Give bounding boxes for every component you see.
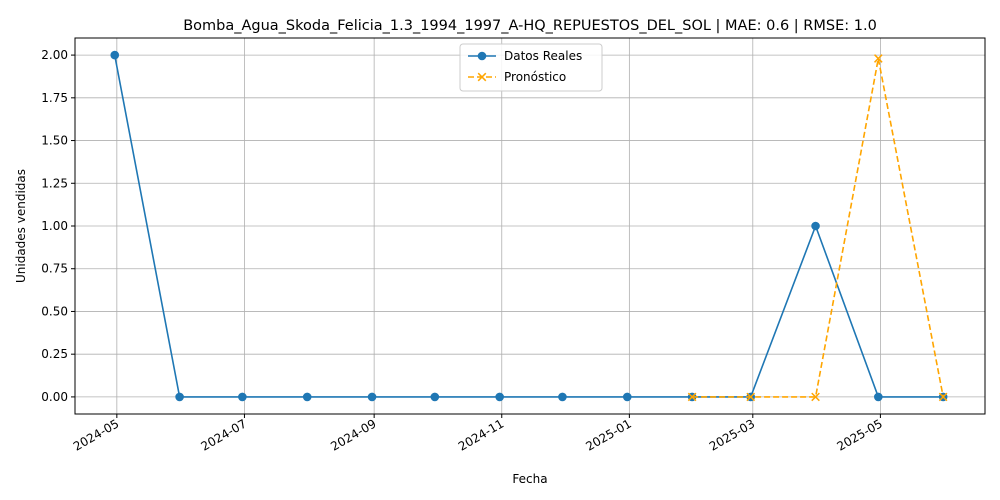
x-tick-label: 2025-01 <box>583 416 633 453</box>
data-point <box>874 392 883 402</box>
series-layer <box>110 50 948 402</box>
x-tick-label: 2024-07 <box>199 416 249 453</box>
y-tick-label: 0.50 <box>41 304 68 318</box>
y-tick-label: 1.00 <box>41 219 68 233</box>
x-tick-label: 2025-05 <box>834 416 884 453</box>
x-tick-label: 2025-03 <box>707 416 757 453</box>
series-line <box>113 54 944 398</box>
data-point <box>811 221 820 231</box>
y-tick-label: 0.25 <box>41 347 68 361</box>
data-point <box>873 54 883 63</box>
x-tick-label: 2024-05 <box>71 416 121 453</box>
data-point <box>558 392 567 402</box>
data-point <box>687 392 697 402</box>
x-tick-label: 2024-11 <box>456 416 506 453</box>
y-tick-label: 1.25 <box>41 176 68 190</box>
data-point <box>811 392 820 402</box>
series-line <box>692 58 944 398</box>
data-point <box>238 392 247 402</box>
data-point <box>495 392 504 402</box>
y-tick-label: 1.50 <box>41 134 68 148</box>
x-tick-label: 2024-09 <box>328 416 378 453</box>
y-tick-label: 0.00 <box>41 390 68 404</box>
axis-ticks: 0.00 0.25 0.50 0.75 1.00 1.25 1.50 1.75 2.00 2024… <box>41 48 885 454</box>
legend-marker <box>477 51 487 61</box>
legend-label: Datos Reales <box>504 49 582 63</box>
data-point <box>175 392 184 402</box>
data-point <box>110 50 120 60</box>
y-tick-label: 1.75 <box>41 91 68 105</box>
data-point <box>302 392 312 402</box>
data-point <box>367 392 377 402</box>
legend-item: Pronóstico <box>468 70 566 84</box>
legend-item: Datos Reales <box>468 49 582 63</box>
y-axis-label: Unidades vendidas <box>14 169 28 283</box>
data-point <box>938 392 948 402</box>
data-point <box>746 392 756 402</box>
x-axis-label: Fecha <box>512 472 547 486</box>
chart-title: Bomba_Agua_Skoda_Felicia_1.3_1994_1997_A… <box>183 18 877 34</box>
legend: Datos Reales Pronóstico <box>459 43 603 92</box>
series-1 <box>687 54 948 402</box>
data-point <box>622 392 632 402</box>
data-point <box>430 392 440 402</box>
y-tick-label: 0.75 <box>41 262 68 276</box>
grid <box>75 38 985 414</box>
y-tick-label: 2.00 <box>41 48 68 62</box>
legend-label: Pronóstico <box>504 70 566 84</box>
